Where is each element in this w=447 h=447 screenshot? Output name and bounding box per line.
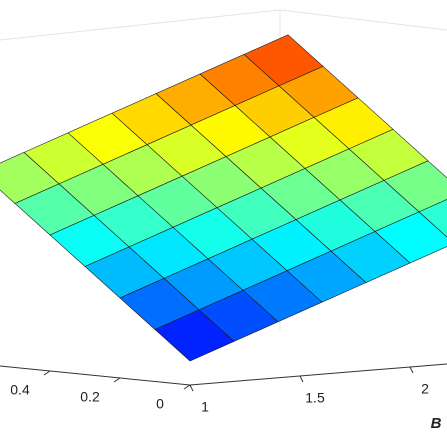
y-tick xyxy=(409,366,414,374)
y-tick xyxy=(189,384,194,392)
x-tick xyxy=(113,377,121,383)
surface-patch xyxy=(154,309,235,362)
y-tick-label: 1.5 xyxy=(305,390,325,406)
x-tick xyxy=(183,384,191,390)
x-tick-label: 0 xyxy=(156,396,164,412)
box-line xyxy=(0,9,281,41)
y-tick-label: 2 xyxy=(421,381,429,397)
x-tick-label: 0.4 xyxy=(10,382,30,398)
y-axis-label: B xyxy=(431,415,442,432)
box-line xyxy=(279,9,447,31)
x-tick-label: 0.2 xyxy=(80,389,100,405)
y-axis-line xyxy=(189,363,447,386)
y-tick xyxy=(299,375,304,383)
y-tick-label: 1 xyxy=(201,399,209,415)
x-axis-line xyxy=(0,365,191,386)
x-tick xyxy=(43,370,51,376)
